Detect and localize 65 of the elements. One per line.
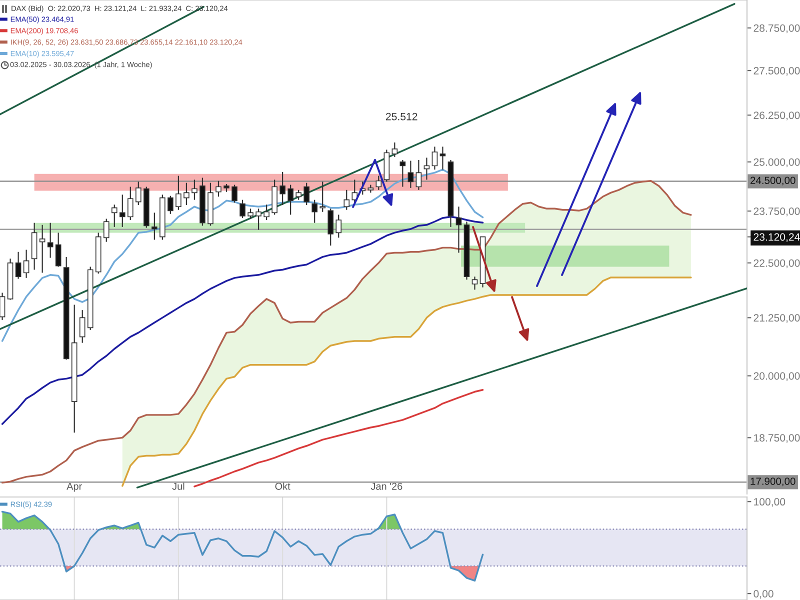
candlestick <box>288 184 294 216</box>
candlestick <box>128 186 134 221</box>
y-tick-label: 23.120,24 <box>754 233 800 242</box>
candlestick <box>432 146 438 170</box>
candlestick <box>55 232 62 268</box>
candlestick <box>344 189 350 210</box>
y-tick-label: 26.250,00 <box>754 112 800 120</box>
candlestick <box>39 224 46 274</box>
candlestick <box>312 199 318 224</box>
candlestick <box>472 276 478 290</box>
candlestick <box>168 195 174 214</box>
y-tick-label: 100,00 <box>754 498 786 507</box>
candlestick <box>408 160 414 188</box>
candlestick <box>216 180 222 198</box>
y-tick-label: 25.000,00 <box>754 158 800 168</box>
candlestick <box>336 214 342 238</box>
candlestick <box>400 159 406 188</box>
line-series <box>1 180 692 484</box>
candlestick <box>15 251 22 280</box>
candlestick <box>111 204 118 228</box>
candlestick <box>376 175 382 190</box>
candlestick <box>256 208 262 230</box>
candlestick <box>184 182 190 206</box>
x-tick-label: Jul <box>172 482 184 490</box>
y-tick-label: 23.750,00 <box>754 208 800 216</box>
candlestick <box>232 184 238 204</box>
candlestick <box>0 292 6 321</box>
line-series <box>1 168 484 342</box>
candlestick <box>296 189 302 200</box>
candlestick <box>264 204 270 221</box>
candlestick <box>152 212 158 240</box>
y-tick-label: 22.500,00 <box>754 259 800 268</box>
candlestick <box>328 208 334 246</box>
x-tick-label: Apr <box>66 482 82 492</box>
x-tick-label: Jan '26 <box>370 482 402 490</box>
candlestick <box>440 146 446 170</box>
candlestick <box>416 159 422 190</box>
candlestick <box>136 181 142 206</box>
ref-line-label: 17.900,00 <box>750 478 796 486</box>
candlestick <box>248 208 254 220</box>
candlestick <box>120 194 126 228</box>
candlestick <box>192 179 198 200</box>
y-tick-label: 0,00 <box>754 590 774 599</box>
y-tick-label: 18.750,00 <box>754 434 800 443</box>
line-series <box>1 510 484 582</box>
candlestick <box>392 142 398 158</box>
candlestick <box>304 182 310 206</box>
line-series <box>1 216 484 425</box>
candlestick <box>240 199 246 219</box>
candlestick <box>456 206 462 254</box>
y-tick-label: 21.250,00 <box>754 314 800 323</box>
candlestick <box>47 222 54 258</box>
candlestick <box>320 181 326 212</box>
candlestick <box>176 175 182 210</box>
y-tick-label: 27.500,00 <box>754 66 800 76</box>
candlestick <box>280 171 286 206</box>
candlestick <box>103 218 110 242</box>
annotation: 25.512 <box>386 112 418 120</box>
ref-line-label: 24.500,00 <box>750 176 796 186</box>
candlestick <box>23 249 30 278</box>
candlestick <box>352 179 358 204</box>
y-tick-label: 20.000,00 <box>754 372 800 381</box>
y-tick-label: 28.750,00 <box>754 24 800 34</box>
candlestick <box>79 310 86 344</box>
x-tick-label: Okt <box>275 482 290 490</box>
